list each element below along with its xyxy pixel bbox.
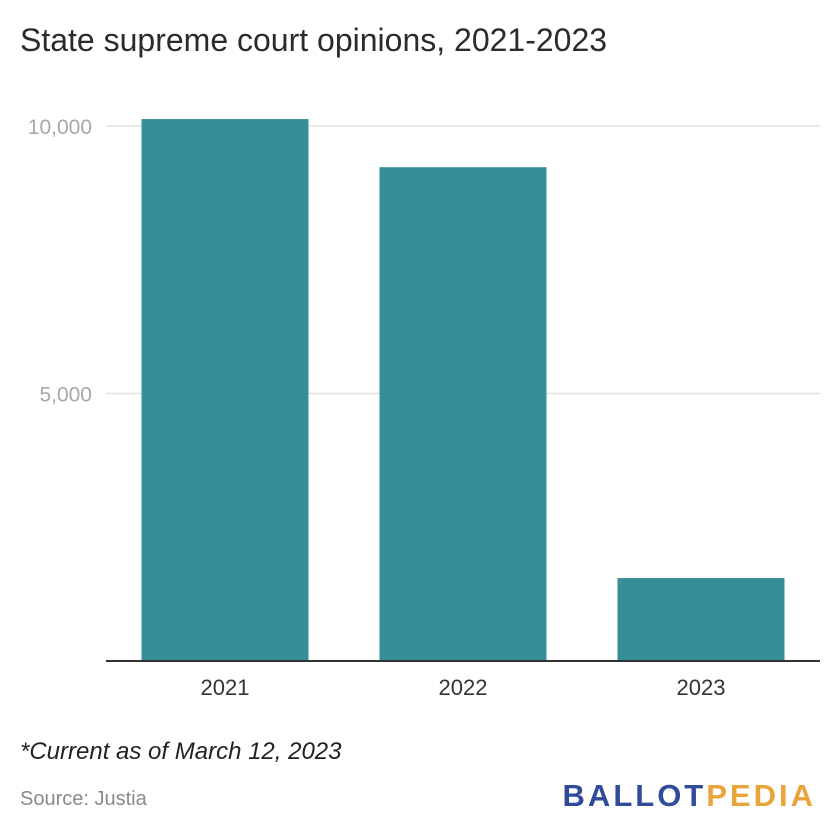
logo-part-ballot: BALLOT (562, 778, 707, 813)
y-tick-label: 5,000 (39, 384, 92, 407)
ballotpedia-logo: BALLOTPEDIA (563, 778, 816, 814)
x-tick-label: 2022 (439, 675, 488, 700)
chart-title: State supreme court opinions, 2021-2023 (20, 22, 608, 58)
bar (379, 167, 547, 661)
bar (617, 578, 785, 661)
x-tick-label: 2021 (201, 675, 250, 700)
x-tick-label: 2023 (677, 675, 726, 700)
y-tick-label: 10,000 (28, 116, 92, 139)
bar-chart: 5,000 10,000 2021 2022 2023 (28, 116, 820, 700)
bar (141, 119, 309, 662)
logo-part-pedia: PEDIA (706, 778, 816, 813)
source-label: Source: Justia (20, 788, 147, 810)
chart-note: *Current as of March 12, 2023 (20, 738, 342, 765)
